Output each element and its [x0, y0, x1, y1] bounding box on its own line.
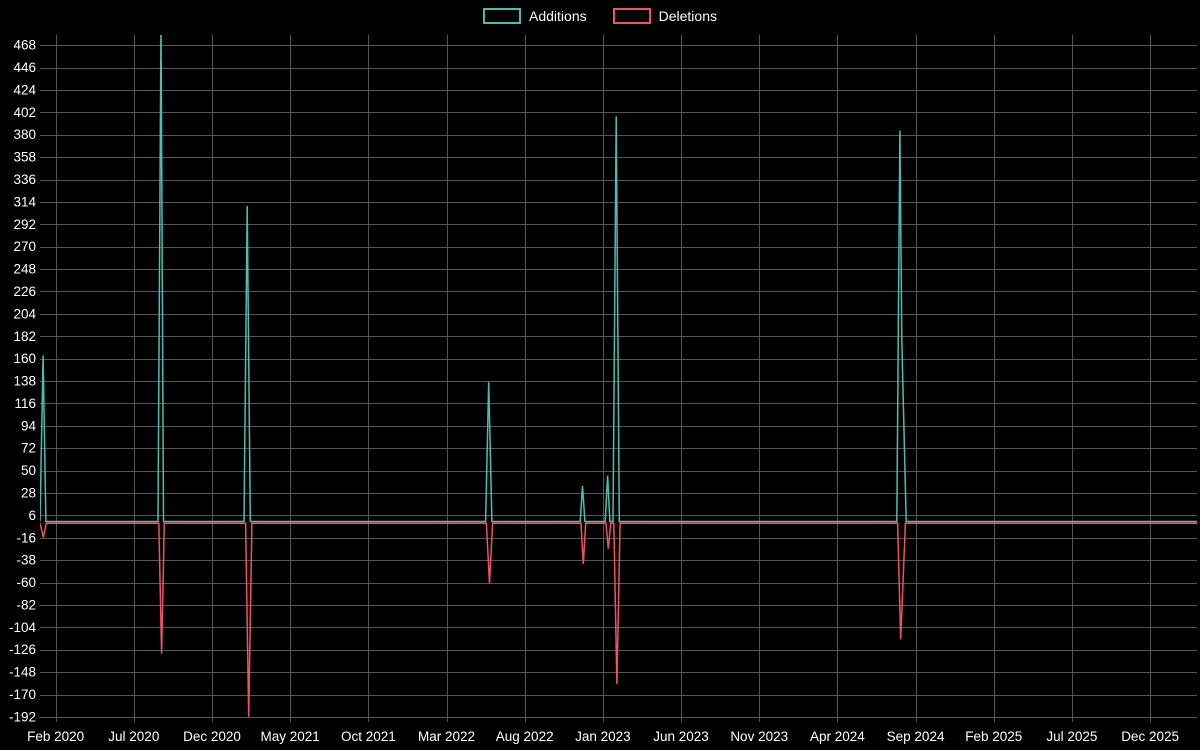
y-tick-label: 248	[13, 262, 36, 277]
x-tick-label: Jun 2023	[653, 729, 709, 744]
y-tick-label: 6	[28, 508, 36, 523]
legend-item-additions[interactable]: Additions	[483, 8, 587, 24]
y-tick-label: 204	[13, 306, 36, 321]
y-tick-label: -170	[9, 687, 36, 702]
y-tick-label: 424	[13, 82, 36, 97]
x-tick-label: Aug 2022	[496, 729, 554, 744]
y-tick-label: 138	[13, 374, 36, 389]
y-tick-label: -192	[9, 709, 36, 724]
x-tick-label: Oct 2021	[341, 729, 396, 744]
x-tick-label: Jul 2025	[1046, 729, 1097, 744]
legend-label-deletions: Deletions	[658, 8, 717, 24]
y-tick-label: 116	[14, 396, 36, 411]
y-tick-label: 292	[13, 217, 36, 232]
y-tick-label: 358	[13, 150, 36, 165]
y-tick-label: 160	[13, 351, 36, 366]
y-tick-label: 94	[21, 418, 37, 433]
legend-label-additions: Additions	[529, 8, 587, 24]
y-tick-label: -60	[16, 575, 36, 590]
x-tick-label: Nov 2023	[730, 729, 788, 744]
y-tick-label: -148	[9, 665, 36, 680]
x-tick-label: Mar 2022	[418, 729, 475, 744]
y-tick-label: 50	[21, 463, 36, 478]
y-tick-label: 72	[21, 441, 36, 456]
x-tick-label: Jan 2023	[575, 729, 631, 744]
series-additions-line	[40, 35, 1197, 523]
y-axis-labels: 468 446 424 402 380 358 336 314 292 270 248 226 204 1…	[9, 38, 37, 725]
y-tick-label: -82	[16, 597, 36, 612]
y-tick-label: 314	[13, 194, 36, 209]
x-tick-label: Sep 2024	[887, 729, 945, 744]
additions-swatch	[483, 8, 522, 24]
legend-item-deletions[interactable]: Deletions	[612, 8, 717, 24]
x-axis-labels: Feb 2020 Jul 2020 Dec 2020 May 2021 Oct 2021…	[27, 729, 1179, 744]
y-tick-label: -126	[9, 642, 36, 657]
x-tick-label: Dec 2020	[183, 729, 241, 744]
x-tick-label: Apr 2024	[810, 729, 865, 744]
chart-legend: Additions Deletions	[483, 8, 717, 24]
y-tick-label: 446	[13, 60, 36, 75]
y-tick-label: 336	[13, 172, 36, 187]
y-tick-label: 402	[13, 105, 36, 120]
y-tick-label: 182	[13, 329, 36, 344]
x-tick-label: Feb 2020	[27, 729, 84, 744]
x-tick-label: Jul 2020	[108, 729, 159, 744]
x-tick-label: Dec 2025	[1121, 729, 1179, 744]
y-tick-label: 28	[21, 486, 36, 501]
y-tick-label: -104	[9, 620, 37, 635]
y-tick-label: -38	[16, 553, 36, 568]
y-tick-label: 226	[13, 284, 36, 299]
deletions-swatch	[612, 8, 651, 24]
series-deletions-line	[40, 522, 1197, 717]
x-tick-label: May 2021	[261, 729, 320, 744]
x-tick-label: Feb 2025	[965, 729, 1022, 744]
y-tick-label: 270	[13, 239, 36, 254]
y-tick-label: 468	[13, 38, 36, 53]
y-tick-label: 380	[13, 127, 36, 142]
y-tick-label: -16	[16, 530, 36, 545]
